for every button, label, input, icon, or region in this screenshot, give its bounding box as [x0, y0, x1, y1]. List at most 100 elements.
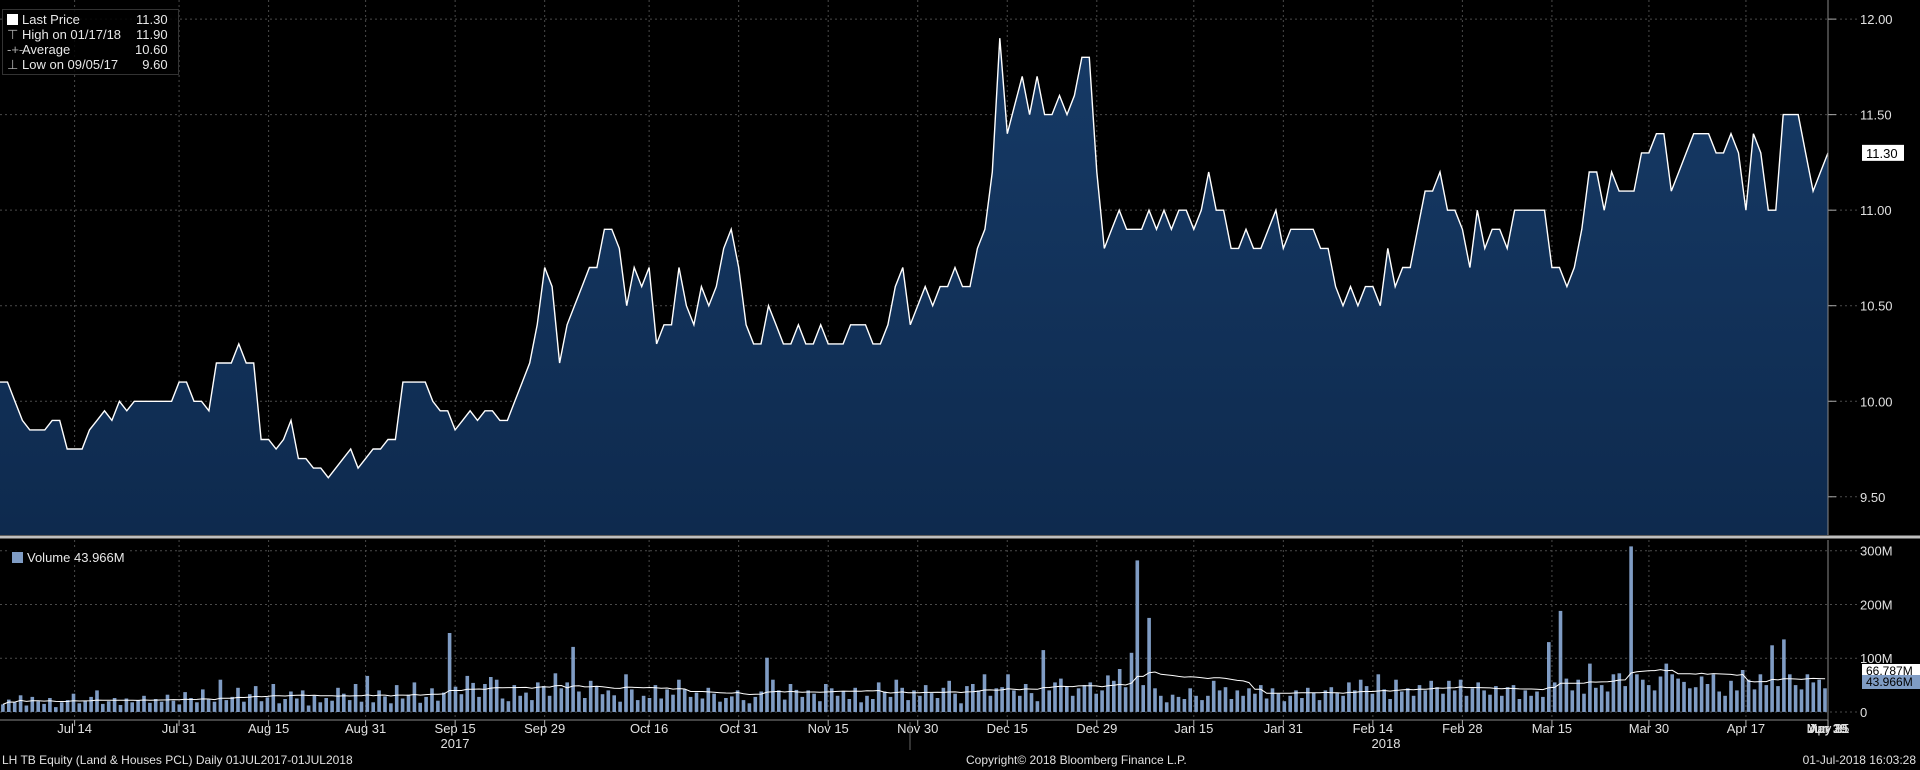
volume-bar [195, 702, 199, 712]
volume-bar [1241, 695, 1245, 712]
volume-bar [659, 698, 663, 712]
volume-bar [1094, 693, 1098, 712]
volume-bar [918, 695, 922, 712]
volume-bar [1823, 688, 1827, 712]
volume-bar [1547, 642, 1551, 712]
volume-bar [489, 677, 493, 712]
volume-bar [224, 700, 229, 712]
volume-bar [894, 679, 899, 712]
volume-bar [1370, 693, 1375, 712]
volume-bar [1276, 693, 1281, 712]
volume-bar [583, 698, 587, 712]
volume-legend-label: Volume [27, 550, 71, 565]
volume-bar [788, 684, 793, 712]
price-panel: 9.50 10.00 10.50 11.00 11.50 12.00 11.30 [0, 0, 1904, 535]
volume-bar [101, 703, 105, 712]
volume-bar [430, 688, 434, 712]
volume-bar [1594, 687, 1598, 712]
volume-bar [606, 690, 611, 712]
last-price-swatch-icon [7, 14, 18, 25]
volume-bar [1411, 695, 1416, 712]
volume-bar [24, 705, 29, 712]
volume-last-tag [1862, 675, 1920, 689]
volume-bar [118, 705, 123, 712]
volume-bar [741, 700, 746, 712]
volume-bar [935, 698, 940, 712]
volume-bar [530, 700, 534, 712]
x-axis: Jul 14 Jul 31 Aug 15 Aug 31 Sep 15 Sep 29 Oct … [0, 719, 1849, 751]
volume-bar [624, 674, 628, 712]
volume-bar [1817, 679, 1821, 712]
volume-bar [547, 695, 552, 712]
volume-bar [806, 690, 810, 712]
volume-bar [477, 696, 481, 712]
volume-bar [1717, 691, 1721, 712]
volume-bar [1670, 674, 1674, 712]
volume-bar [48, 698, 52, 712]
volume-bar [483, 684, 487, 712]
volume-bar [1776, 686, 1780, 712]
volume-bar [1394, 679, 1398, 712]
volume-bar [765, 657, 769, 712]
volume-bar [959, 703, 963, 712]
volume-bar [1617, 673, 1622, 712]
volume-bar [888, 696, 893, 712]
volume-bar [1376, 674, 1381, 712]
volume-bar [112, 698, 117, 712]
volume-bar [1076, 688, 1081, 712]
volume-bar [882, 691, 887, 712]
volume-bar [494, 679, 499, 712]
volume-bar [265, 697, 270, 712]
volume-bar [1012, 690, 1016, 712]
x-tick-label: Oct 31 [720, 721, 758, 736]
volume-bar [677, 679, 681, 712]
volume-bar [512, 685, 517, 712]
volume-bar [1740, 670, 1745, 712]
volume-bar [300, 690, 305, 712]
volume-bar [259, 701, 264, 712]
volume-bar [1164, 702, 1169, 712]
volume-bar [577, 691, 581, 712]
volume-bar [1135, 560, 1140, 712]
volume-bar [600, 694, 605, 712]
volume-bar [1470, 688, 1475, 712]
volume-bar [36, 701, 40, 712]
volume-bar [1611, 674, 1616, 712]
price-line [0, 38, 1829, 479]
volume-bar [706, 687, 711, 712]
volume-bar [1500, 695, 1504, 712]
volume-bar [12, 702, 17, 712]
volume-bar [865, 695, 869, 712]
volume-bar [171, 700, 176, 712]
volume-bar [994, 688, 999, 712]
volume-bar [1605, 691, 1610, 712]
volume-bar [929, 693, 934, 712]
volume-bar [771, 679, 775, 712]
volume-bar [665, 689, 669, 712]
volume-bar [1570, 690, 1575, 712]
volume-bar [1682, 681, 1686, 712]
volume-bar [406, 694, 411, 712]
volume-bar [1635, 674, 1639, 712]
volume-bar [1582, 693, 1586, 712]
volume-bar [1447, 680, 1451, 712]
volume-bar [1564, 678, 1569, 712]
volume-bar [1329, 687, 1334, 712]
x-tick-label: Apr 17 [1727, 721, 1765, 736]
volume-bar [735, 690, 740, 712]
volume-bar [1018, 695, 1022, 712]
legend-label: Average [22, 42, 71, 57]
volume-bar [1788, 674, 1792, 712]
volume-bar [106, 701, 111, 712]
volume-bar [318, 702, 323, 712]
volume-bar [394, 685, 399, 712]
volume-bar [1664, 663, 1669, 712]
volume-bar [289, 691, 293, 712]
volume-y-tick-label: 200M [1860, 597, 1893, 612]
volume-bar [1588, 663, 1592, 712]
volume-bar [824, 684, 828, 712]
price-legend: Last Price 11.30 ⊤ High on 01/17/18 11.90… [2, 9, 179, 75]
x-tick-label: Feb 14 [1353, 721, 1393, 736]
volume-bar [418, 702, 422, 712]
volume-bar [54, 707, 58, 712]
